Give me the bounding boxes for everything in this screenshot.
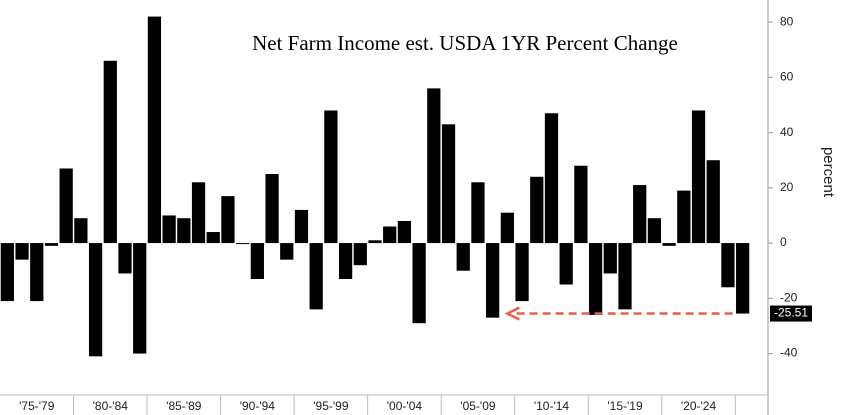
x-tick-label: '00-'04 [387, 399, 423, 413]
bar [221, 196, 235, 244]
x-tick-label: '80-'84 [93, 399, 129, 413]
bar [441, 124, 456, 244]
annotation-arrowhead [504, 306, 520, 321]
bar [383, 226, 397, 244]
bar [338, 243, 353, 279]
bar [662, 243, 676, 246]
bar [133, 243, 147, 354]
y-tick-label: 0 [780, 235, 787, 249]
x-tick-label: '15-'19 [607, 399, 643, 413]
bar [618, 243, 632, 310]
bar [544, 113, 559, 244]
x-tick-label: '90-'94 [240, 399, 276, 413]
bar [147, 16, 162, 244]
x-tick-label: '10-'14 [534, 399, 570, 413]
y-tick-label: 60 [780, 70, 794, 84]
x-tick-label: '20-'24 [681, 399, 717, 413]
bar [397, 220, 412, 244]
last-value-tag [770, 305, 812, 322]
bar [603, 243, 617, 274]
bar [59, 168, 73, 244]
bar [353, 243, 367, 266]
bar [309, 243, 323, 310]
bar [412, 243, 426, 324]
bar [280, 243, 294, 260]
y-tick-label: 80 [780, 14, 794, 28]
bar [559, 243, 573, 285]
bar [574, 165, 588, 244]
bar [294, 209, 309, 244]
bar [177, 218, 191, 244]
bar [500, 212, 514, 244]
bar [588, 243, 603, 315]
x-tick-label: '05-'09 [460, 399, 496, 413]
y-axis-label: percent [820, 147, 837, 198]
x-tick-label: '75-'79 [19, 399, 55, 413]
bar [30, 243, 44, 302]
bar [677, 190, 691, 244]
y-tick-label: 20 [780, 180, 794, 194]
last-value-label: -25.51 [774, 306, 808, 320]
x-tick-label: '85-'89 [166, 399, 202, 413]
bar [324, 110, 338, 244]
bar [206, 232, 220, 244]
bar [471, 182, 485, 244]
bar [191, 182, 206, 244]
bar [515, 243, 529, 302]
bar [88, 243, 103, 357]
bar [706, 160, 720, 244]
bar [427, 88, 441, 244]
bar [162, 215, 176, 244]
bar [530, 176, 544, 244]
bar [486, 243, 500, 318]
bar [118, 243, 132, 274]
bar [368, 240, 382, 244]
bar [44, 243, 59, 246]
y-tick-label: 40 [780, 125, 794, 139]
bar [250, 243, 264, 279]
bar [103, 60, 117, 244]
bar [633, 185, 647, 244]
bar [15, 243, 29, 260]
y-tick-label: -20 [780, 290, 798, 304]
bar [736, 243, 750, 314]
bar [456, 243, 470, 271]
bar [721, 243, 735, 288]
bar [0, 243, 14, 302]
x-tick-label: '95-'99 [313, 399, 349, 413]
bar [647, 218, 662, 244]
bar [74, 218, 88, 244]
bar [236, 243, 250, 245]
chart-title: Net Farm Income est. USDA 1YR Percent Ch… [252, 31, 678, 55]
bar [691, 110, 706, 244]
y-tick-label: -40 [780, 346, 798, 360]
bar [265, 174, 279, 244]
